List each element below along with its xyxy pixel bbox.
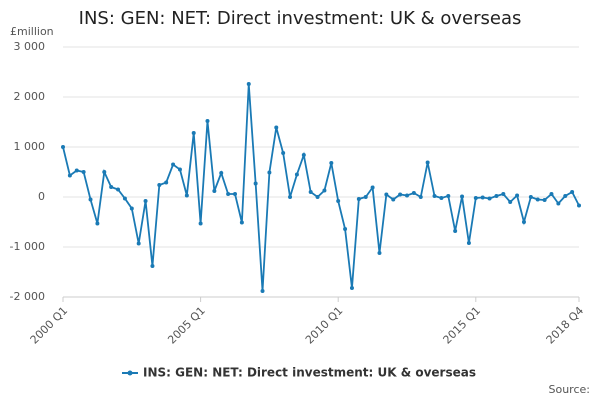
y-tick-label: -1 000 bbox=[10, 240, 45, 253]
point bbox=[116, 187, 121, 192]
point bbox=[425, 160, 430, 165]
point bbox=[446, 194, 451, 198]
point bbox=[315, 195, 320, 199]
point bbox=[515, 193, 520, 198]
point bbox=[239, 220, 244, 225]
point bbox=[294, 172, 299, 177]
point bbox=[233, 192, 237, 196]
point bbox=[473, 196, 478, 200]
point bbox=[377, 251, 382, 255]
point bbox=[343, 227, 348, 231]
point bbox=[480, 195, 485, 200]
point bbox=[363, 195, 368, 199]
point bbox=[356, 197, 361, 201]
point bbox=[260, 289, 265, 293]
point bbox=[384, 192, 389, 197]
point bbox=[246, 82, 251, 86]
point bbox=[487, 196, 492, 201]
chart-title: INS: GEN: NET: Direct investment: UK & o… bbox=[79, 8, 522, 29]
y-tick-label: 0 bbox=[38, 190, 45, 203]
point bbox=[501, 192, 506, 196]
point bbox=[122, 196, 127, 201]
x-tick-label: 2005 Q1 bbox=[165, 304, 208, 347]
point bbox=[184, 193, 189, 198]
point bbox=[81, 170, 86, 174]
point bbox=[219, 171, 224, 175]
point bbox=[563, 194, 568, 198]
point bbox=[164, 180, 169, 185]
point bbox=[432, 194, 437, 198]
point bbox=[460, 194, 465, 199]
x-tick-label: 2000 Q1 bbox=[28, 304, 71, 347]
point bbox=[556, 201, 561, 206]
point bbox=[136, 241, 141, 246]
point bbox=[267, 170, 272, 175]
point bbox=[570, 190, 575, 194]
x-tick-label: 2018 Q4 bbox=[544, 304, 587, 347]
legend-label: INS: GEN: NET: Direct investment: UK & o… bbox=[143, 366, 476, 380]
point bbox=[171, 162, 176, 167]
point bbox=[109, 185, 114, 189]
point bbox=[198, 221, 203, 226]
point bbox=[528, 195, 533, 199]
legend-marker bbox=[127, 370, 133, 376]
point bbox=[466, 241, 471, 245]
point bbox=[535, 197, 540, 202]
x-tick-label: 2015 Q1 bbox=[441, 304, 484, 347]
point bbox=[191, 131, 196, 135]
point bbox=[129, 206, 134, 211]
y-tick-label: -2 000 bbox=[10, 290, 45, 303]
point bbox=[281, 151, 286, 155]
x-tick-label: 2010 Q1 bbox=[303, 304, 346, 347]
point bbox=[274, 125, 279, 130]
point bbox=[577, 203, 581, 208]
point bbox=[439, 196, 444, 200]
point bbox=[391, 197, 396, 202]
point bbox=[143, 199, 148, 203]
point bbox=[405, 193, 409, 198]
y-tick-label: 3 000 bbox=[14, 40, 46, 53]
y-axis-unit: £million bbox=[10, 25, 54, 38]
point bbox=[150, 264, 155, 268]
point bbox=[418, 195, 423, 199]
point bbox=[329, 161, 334, 165]
point bbox=[205, 119, 210, 123]
point bbox=[349, 286, 354, 290]
point bbox=[308, 190, 313, 194]
point bbox=[508, 200, 513, 204]
point bbox=[411, 191, 416, 195]
point bbox=[288, 195, 293, 199]
point bbox=[453, 229, 458, 233]
point bbox=[102, 170, 107, 174]
point bbox=[301, 153, 306, 157]
point bbox=[226, 192, 231, 196]
point bbox=[542, 198, 547, 202]
point bbox=[157, 183, 162, 187]
point bbox=[322, 188, 327, 193]
point bbox=[177, 167, 182, 172]
point bbox=[521, 220, 526, 224]
y-tick-label: 2 000 bbox=[14, 90, 46, 103]
point bbox=[336, 199, 341, 203]
point bbox=[549, 192, 554, 196]
point bbox=[74, 168, 79, 173]
series-line bbox=[62, 83, 580, 292]
source: Source: bbox=[549, 383, 591, 396]
point bbox=[253, 181, 258, 186]
point bbox=[95, 221, 100, 226]
point bbox=[61, 145, 65, 149]
point bbox=[494, 194, 499, 198]
point bbox=[67, 173, 72, 178]
point bbox=[398, 192, 403, 197]
point bbox=[370, 185, 375, 190]
point bbox=[212, 189, 217, 193]
point bbox=[88, 197, 93, 202]
y-tick-label: 1 000 bbox=[14, 140, 46, 153]
